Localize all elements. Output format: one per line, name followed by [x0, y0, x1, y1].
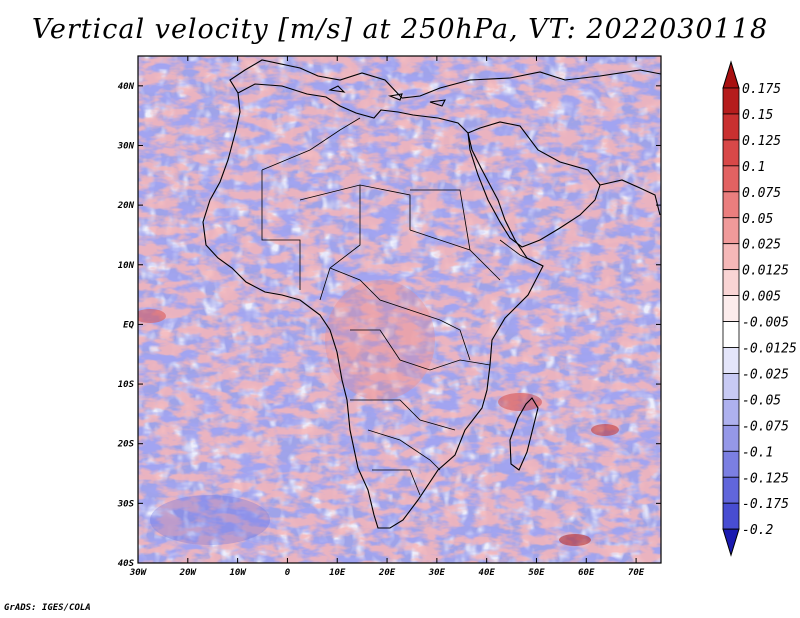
colorbar-label: 0.125: [742, 134, 781, 149]
colorbar-swatch: [722, 424, 740, 452]
colorbar-label: -0.05: [742, 393, 781, 408]
border-lines: [261, 117, 544, 496]
x-tick-label: 10E: [329, 568, 346, 578]
chart-title: Vertical velocity [m/s] at 250hPa, VT: 2…: [31, 14, 769, 45]
colorbar-swatch: [722, 269, 740, 296]
colorbar-swatch: [722, 295, 740, 322]
x-tick-label: 10W: [229, 568, 247, 578]
x-axis: 30W 20W 10W 0 10E 20E 30E 40E 50E 60E 70E: [129, 56, 645, 578]
colorbar-label: 0.0125: [742, 264, 789, 279]
y-tick-label: 30N: [117, 141, 135, 151]
colorbar-swatch: [722, 321, 740, 348]
x-tick-label: 50E: [528, 568, 545, 578]
colorbar-label: -0.005: [742, 316, 789, 331]
colorbar-swatch: [722, 373, 740, 400]
x-tick-label: 20E: [378, 568, 396, 578]
colorbar-label: 0.05: [742, 212, 773, 227]
x-tick-label: 30W: [129, 568, 148, 578]
patch-red-3: [559, 534, 591, 546]
y-tick-label: 30S: [117, 499, 135, 509]
colorbar-swatch: [722, 398, 740, 426]
madagascar-coastline: [509, 397, 539, 471]
colorbar-swatch: [722, 476, 740, 504]
credit-label: GrADS: IGES/COLA: [4, 603, 91, 613]
patch-red-5: [325, 280, 435, 400]
colorbar-label: 0.025: [742, 238, 781, 253]
country-borders: [261, 117, 544, 496]
colorbar-label: -0.2: [742, 523, 773, 538]
colorbar-label: -0.075: [742, 419, 789, 434]
coastlines: [202, 59, 661, 529]
mediterranean-islands: [328, 85, 446, 107]
colorbar-label: 0.1: [742, 160, 765, 175]
y-tick-label: EQ: [123, 320, 134, 330]
africa-coastline: [202, 83, 544, 529]
patch-blue-1: [150, 495, 270, 545]
colorbar-label: 0.075: [742, 186, 781, 201]
patch-red-1: [498, 393, 542, 411]
colorbar-label: -0.025: [742, 367, 789, 382]
x-tick-label: 70E: [628, 568, 645, 578]
india-coastline: [599, 179, 661, 216]
colorbar-swatch: [722, 139, 740, 167]
colorbar-swatch: [722, 450, 740, 478]
colorbar-label: -0.175: [742, 497, 789, 512]
colorbar-swatch: [722, 113, 740, 141]
field-texture-red: [138, 56, 661, 563]
x-tick-label: 60E: [578, 568, 595, 578]
patch-red-2: [591, 424, 619, 436]
europe-coastline: [229, 59, 661, 99]
colorbar-swatch: [722, 217, 740, 245]
colorbar-top-arrow: [722, 60, 740, 89]
colorbar-bottom-arrow: [722, 528, 740, 557]
y-tick-label: 20N: [117, 201, 135, 211]
arabia-coastline: [467, 121, 601, 248]
colorbar-swatch: [722, 191, 740, 219]
colorbar-swatch: [722, 347, 740, 374]
colorbar-label: -0.125: [742, 471, 789, 486]
colorbar-swatch: [722, 243, 740, 271]
colorbar: 0.175 0.15 0.125 0.1 0.075 0.05 0.025 0.0125 0.0…: [722, 60, 797, 557]
colorbar-swatch: [722, 165, 740, 193]
y-tick-label: 10S: [118, 380, 135, 390]
y-tick-label: 40S: [118, 559, 135, 569]
y-tick-label: 10N: [118, 261, 135, 271]
colorbar-label: -0.0125: [742, 342, 797, 357]
y-axis: 40N 30N 20N 10N EQ 10S 20S 30S 40S: [117, 82, 661, 569]
colorbar-label: -0.1: [742, 445, 773, 460]
x-tick-label: 0: [285, 568, 291, 578]
colorbar-label: 0.15: [742, 108, 773, 123]
y-tick-label: 40N: [118, 82, 135, 92]
colorbar-label: 0.175: [742, 82, 781, 97]
y-tick-label: 20S: [117, 440, 135, 450]
x-tick-label: 30E: [428, 568, 446, 578]
map-frame: [137, 55, 662, 564]
velocity-field: [138, 56, 661, 563]
colorbar-swatch: [722, 87, 740, 115]
colorbar-label: 0.005: [742, 290, 781, 305]
patch-red-4: [138, 309, 166, 323]
x-tick-label: 20W: [179, 568, 198, 578]
x-tick-label: 40E: [479, 568, 496, 578]
colorbar-swatch: [722, 502, 740, 530]
